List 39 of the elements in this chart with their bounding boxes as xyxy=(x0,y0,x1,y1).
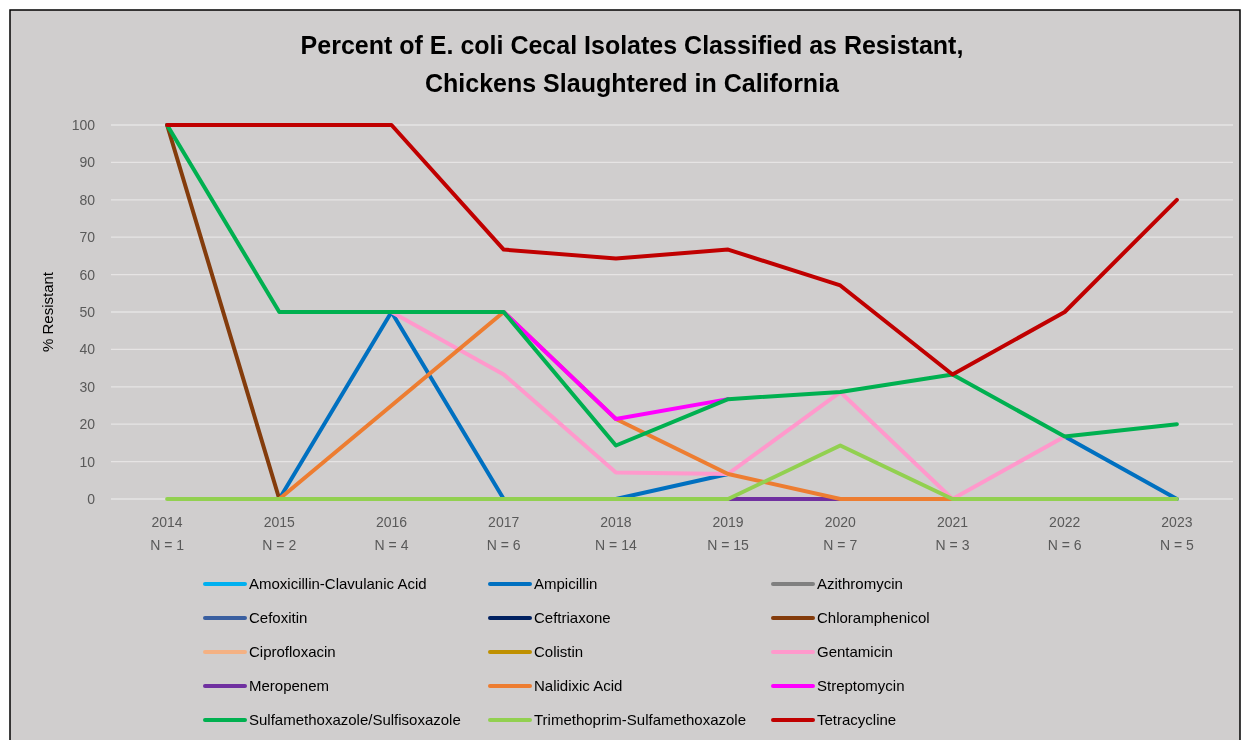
legend-label: Ceftriaxone xyxy=(534,609,611,626)
legend-label: Gentamicin xyxy=(817,643,893,660)
chart-title: Percent of E. coli Cecal Isolates Classified as Resistant, Chickens Slaughtered in California xyxy=(300,31,964,97)
y-tick-label: 90 xyxy=(79,154,96,171)
y-tick-label: 70 xyxy=(79,229,96,246)
legend-label: Azithromycin xyxy=(817,575,903,592)
y-axis-title: % Resistant xyxy=(39,271,56,353)
y-tick-label: 0 xyxy=(87,491,96,507)
legend-label: Meropenem xyxy=(249,677,330,694)
x-tick-label: 2015 N = 2 xyxy=(262,514,297,553)
legend-label: Colistin xyxy=(534,643,584,660)
legend-label: Tetracycline xyxy=(817,711,897,728)
legend-label: Sulfamethoxazole/Sulfisoxazole xyxy=(249,711,461,728)
x-tick-label: 2018 N = 14 xyxy=(595,514,637,553)
y-tick-label: 50 xyxy=(79,304,96,320)
x-tick-label: 2014 N = 1 xyxy=(150,514,185,553)
y-tick-label: 100 xyxy=(71,117,96,133)
legend-label: Streptomycin xyxy=(817,677,905,694)
legend-label: Ampicillin xyxy=(534,575,598,592)
y-tick-label: 40 xyxy=(79,341,96,358)
legend-label: Amoxicillin-Clavulanic Acid xyxy=(249,575,427,592)
legend-label: Ciprofloxacin xyxy=(249,643,336,660)
line-series xyxy=(165,123,1179,377)
y-tick-label: 20 xyxy=(79,416,96,433)
x-tick-label: 2019 N = 15 xyxy=(707,514,750,553)
legend-label: Nalidixic Acid xyxy=(534,677,623,694)
legend-label: Chloramphenicol xyxy=(817,609,930,626)
y-tick-label: 30 xyxy=(79,378,96,395)
legend-label: Cefoxitin xyxy=(249,609,308,626)
y-tick-label: 60 xyxy=(79,266,96,283)
x-tick-label: 2021 N = 3 xyxy=(935,514,970,553)
legend-label: Trimethoprim-Sulfamethoxazole xyxy=(534,711,747,728)
x-tick-label: 2022 N = 6 xyxy=(1047,514,1082,553)
y-tick-label: 80 xyxy=(79,191,96,208)
y-tick-label: 10 xyxy=(79,453,96,470)
x-tick-label: 2016 N = 4 xyxy=(374,514,409,553)
x-tick-label: 2017 N = 6 xyxy=(486,514,521,553)
x-tick-label: 2020 N = 7 xyxy=(823,514,858,553)
x-tick-label: 2023 N = 5 xyxy=(1159,514,1195,553)
